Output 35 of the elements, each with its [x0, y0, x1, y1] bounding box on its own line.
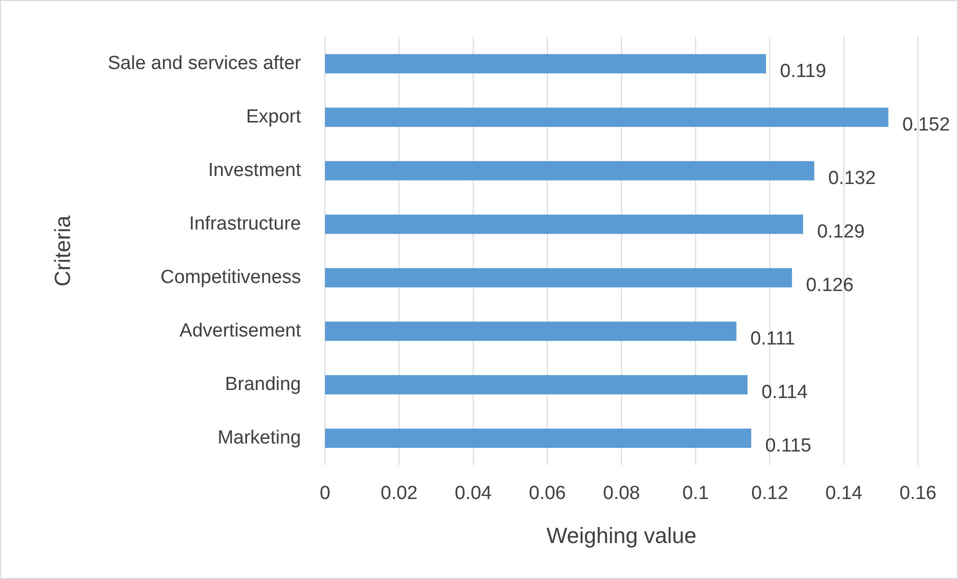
y-axis-title: Criteria	[50, 214, 75, 286]
data-label: 0.114	[762, 382, 808, 403]
y-tick-label: Marketing	[218, 427, 301, 448]
x-tick-label: 0.16	[900, 483, 936, 504]
x-tick-label: 0.02	[380, 483, 418, 504]
y-tick-label: Sale and services after	[108, 52, 302, 74]
x-tick-label: 0.12	[751, 483, 788, 504]
bar	[325, 375, 748, 394]
data-label: 0.126	[806, 274, 854, 296]
data-label: 0.129	[817, 221, 865, 242]
y-tick-label: Infrastructure	[189, 213, 301, 234]
bar	[325, 54, 766, 74]
x-tick-label: 0.1	[682, 483, 709, 504]
y-tick-label: Branding	[224, 374, 301, 395]
data-label: 0.111	[750, 328, 796, 350]
x-tick-label: 0.04	[454, 483, 492, 504]
bar	[325, 108, 888, 127]
y-tick-label: Advertisement	[180, 320, 302, 342]
data-label: 0.119	[780, 60, 826, 82]
y-tick-label: Competitiveness	[160, 266, 301, 288]
y-tick-label: Investment	[208, 160, 302, 181]
bar	[325, 214, 804, 234]
data-label: 0.115	[765, 435, 812, 456]
bar	[325, 268, 792, 288]
x-tick-label: 0.06	[528, 483, 566, 504]
bar	[325, 161, 814, 180]
data-label: 0.152	[902, 114, 950, 136]
bar	[325, 428, 752, 448]
x-tick-label: 0	[320, 483, 330, 504]
x-tick-label: 0.14	[825, 483, 863, 504]
y-tick-label: Export	[246, 106, 302, 128]
data-label: 0.132	[828, 168, 876, 189]
x-tick-label: 0.08	[603, 483, 640, 504]
x-axis-title: Weighing value	[546, 523, 697, 548]
bar	[325, 322, 736, 341]
